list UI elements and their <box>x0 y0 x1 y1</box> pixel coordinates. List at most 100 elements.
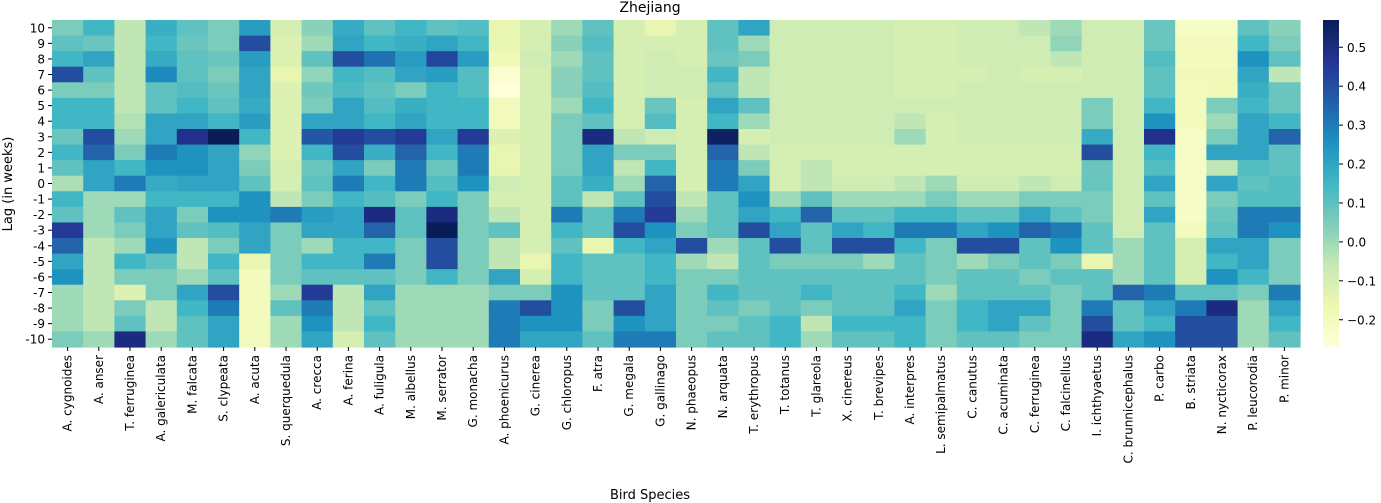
heatmap-cell <box>83 82 115 99</box>
heatmap-cell <box>395 82 427 99</box>
heatmap-cell <box>395 191 427 208</box>
heatmap-cell <box>644 175 677 192</box>
heatmap-cell <box>457 160 490 177</box>
heatmap-cell <box>1019 51 1051 68</box>
heatmap-cell <box>1019 66 1051 83</box>
heatmap-cell <box>956 331 989 348</box>
heatmap-cell <box>863 191 895 208</box>
heatmap-cell <box>800 82 833 99</box>
heatmap-cell <box>1237 20 1270 37</box>
heatmap-cell <box>208 315 240 333</box>
heatmap-cell <box>707 191 739 208</box>
heatmap-cell <box>332 160 365 177</box>
x-tick-label: C. falcinellus <box>1059 355 1073 431</box>
heatmap-cell <box>769 253 802 270</box>
heatmap-cell <box>1206 331 1239 348</box>
heatmap-cell <box>644 144 677 161</box>
heatmap-cell <box>1081 82 1114 99</box>
colorbar-gradient <box>1323 20 1339 347</box>
heatmap-cell <box>1050 238 1083 255</box>
heatmap-cell <box>332 129 365 146</box>
heatmap-cell <box>1112 144 1145 161</box>
heatmap-cell <box>1268 300 1301 317</box>
heatmap-cell <box>145 175 178 192</box>
heatmap-cell <box>364 222 396 239</box>
heatmap-cell <box>239 97 271 115</box>
heatmap-cell <box>239 129 271 146</box>
heatmap-cell <box>176 144 209 161</box>
heatmap-cell <box>301 66 334 83</box>
x-axis-label: Bird Species <box>610 488 690 503</box>
heatmap-cell <box>769 113 802 130</box>
heatmap-cell <box>488 331 521 348</box>
y-tick-label: -6 <box>33 270 45 284</box>
heatmap-cell <box>925 284 958 301</box>
heatmap-cell <box>800 66 833 83</box>
heatmap-cell <box>332 315 365 333</box>
heatmap-cell <box>488 160 521 177</box>
heatmap-cell <box>426 238 459 255</box>
heatmap-cell <box>395 113 427 130</box>
heatmap-cell <box>1237 331 1270 348</box>
heatmap-cell <box>332 253 365 270</box>
heatmap-cell <box>520 238 552 255</box>
heatmap-cell <box>457 315 490 333</box>
heatmap-cell <box>208 300 240 317</box>
heatmap-cell <box>582 35 615 52</box>
heatmap-cell <box>707 331 739 348</box>
heatmap-cell <box>988 35 1020 52</box>
heatmap-cell <box>301 300 334 317</box>
heatmap-cell <box>520 66 552 83</box>
heatmap-cell <box>364 175 396 192</box>
heatmap-cell <box>1112 222 1145 239</box>
heatmap-cell <box>1175 269 1207 286</box>
heatmap-cell <box>1050 191 1083 208</box>
heatmap-cell <box>676 35 708 52</box>
heatmap-cell <box>707 253 739 270</box>
heatmap-cell <box>551 144 583 161</box>
heatmap-cell <box>426 51 459 68</box>
heatmap-cell <box>1268 51 1301 68</box>
heatmap-cell <box>769 315 802 333</box>
heatmap-cell <box>1081 315 1114 333</box>
heatmap-cell <box>832 315 864 333</box>
heatmap-cell <box>332 206 365 224</box>
heatmap-cell <box>301 51 334 68</box>
heatmap-cell <box>582 222 615 239</box>
heatmap-cell <box>364 206 396 224</box>
y-tick-label: -8 <box>33 302 45 316</box>
heatmap-cell <box>364 160 396 177</box>
heatmap-cell <box>364 269 396 286</box>
heatmap-cell <box>52 20 84 37</box>
heatmap-cell <box>1144 97 1176 115</box>
x-tick-label: C. acuminata <box>997 355 1011 435</box>
heatmap-cell <box>863 238 895 255</box>
heatmap-cell <box>1144 206 1176 224</box>
heatmap-cell <box>863 82 895 99</box>
heatmap-cell <box>176 238 209 255</box>
heatmap-cell <box>707 284 739 301</box>
heatmap-cell <box>613 253 646 270</box>
heatmap-cell <box>800 144 833 161</box>
heatmap-cell <box>395 331 427 348</box>
heatmap-cell <box>145 160 178 177</box>
heatmap-cell <box>863 160 895 177</box>
heatmap-cell <box>1112 20 1145 37</box>
heatmap-cell <box>395 160 427 177</box>
x-tick-label: G. megala <box>622 355 636 417</box>
heatmap-cell <box>1019 97 1051 115</box>
heatmap-cell <box>488 97 521 115</box>
y-tick-label: 7 <box>37 68 45 82</box>
heatmap-cell <box>707 129 739 146</box>
heatmap-cell <box>426 66 459 83</box>
heatmap-cell <box>1019 269 1051 286</box>
heatmap-cell <box>925 144 958 161</box>
heatmap-cell <box>1237 284 1270 301</box>
heatmap-cell <box>738 97 771 115</box>
heatmap-cell <box>644 129 677 146</box>
heatmap-cell <box>145 113 178 130</box>
heatmap-cell <box>1268 315 1301 333</box>
heatmap-cell <box>956 82 989 99</box>
heatmap-cell <box>738 129 771 146</box>
